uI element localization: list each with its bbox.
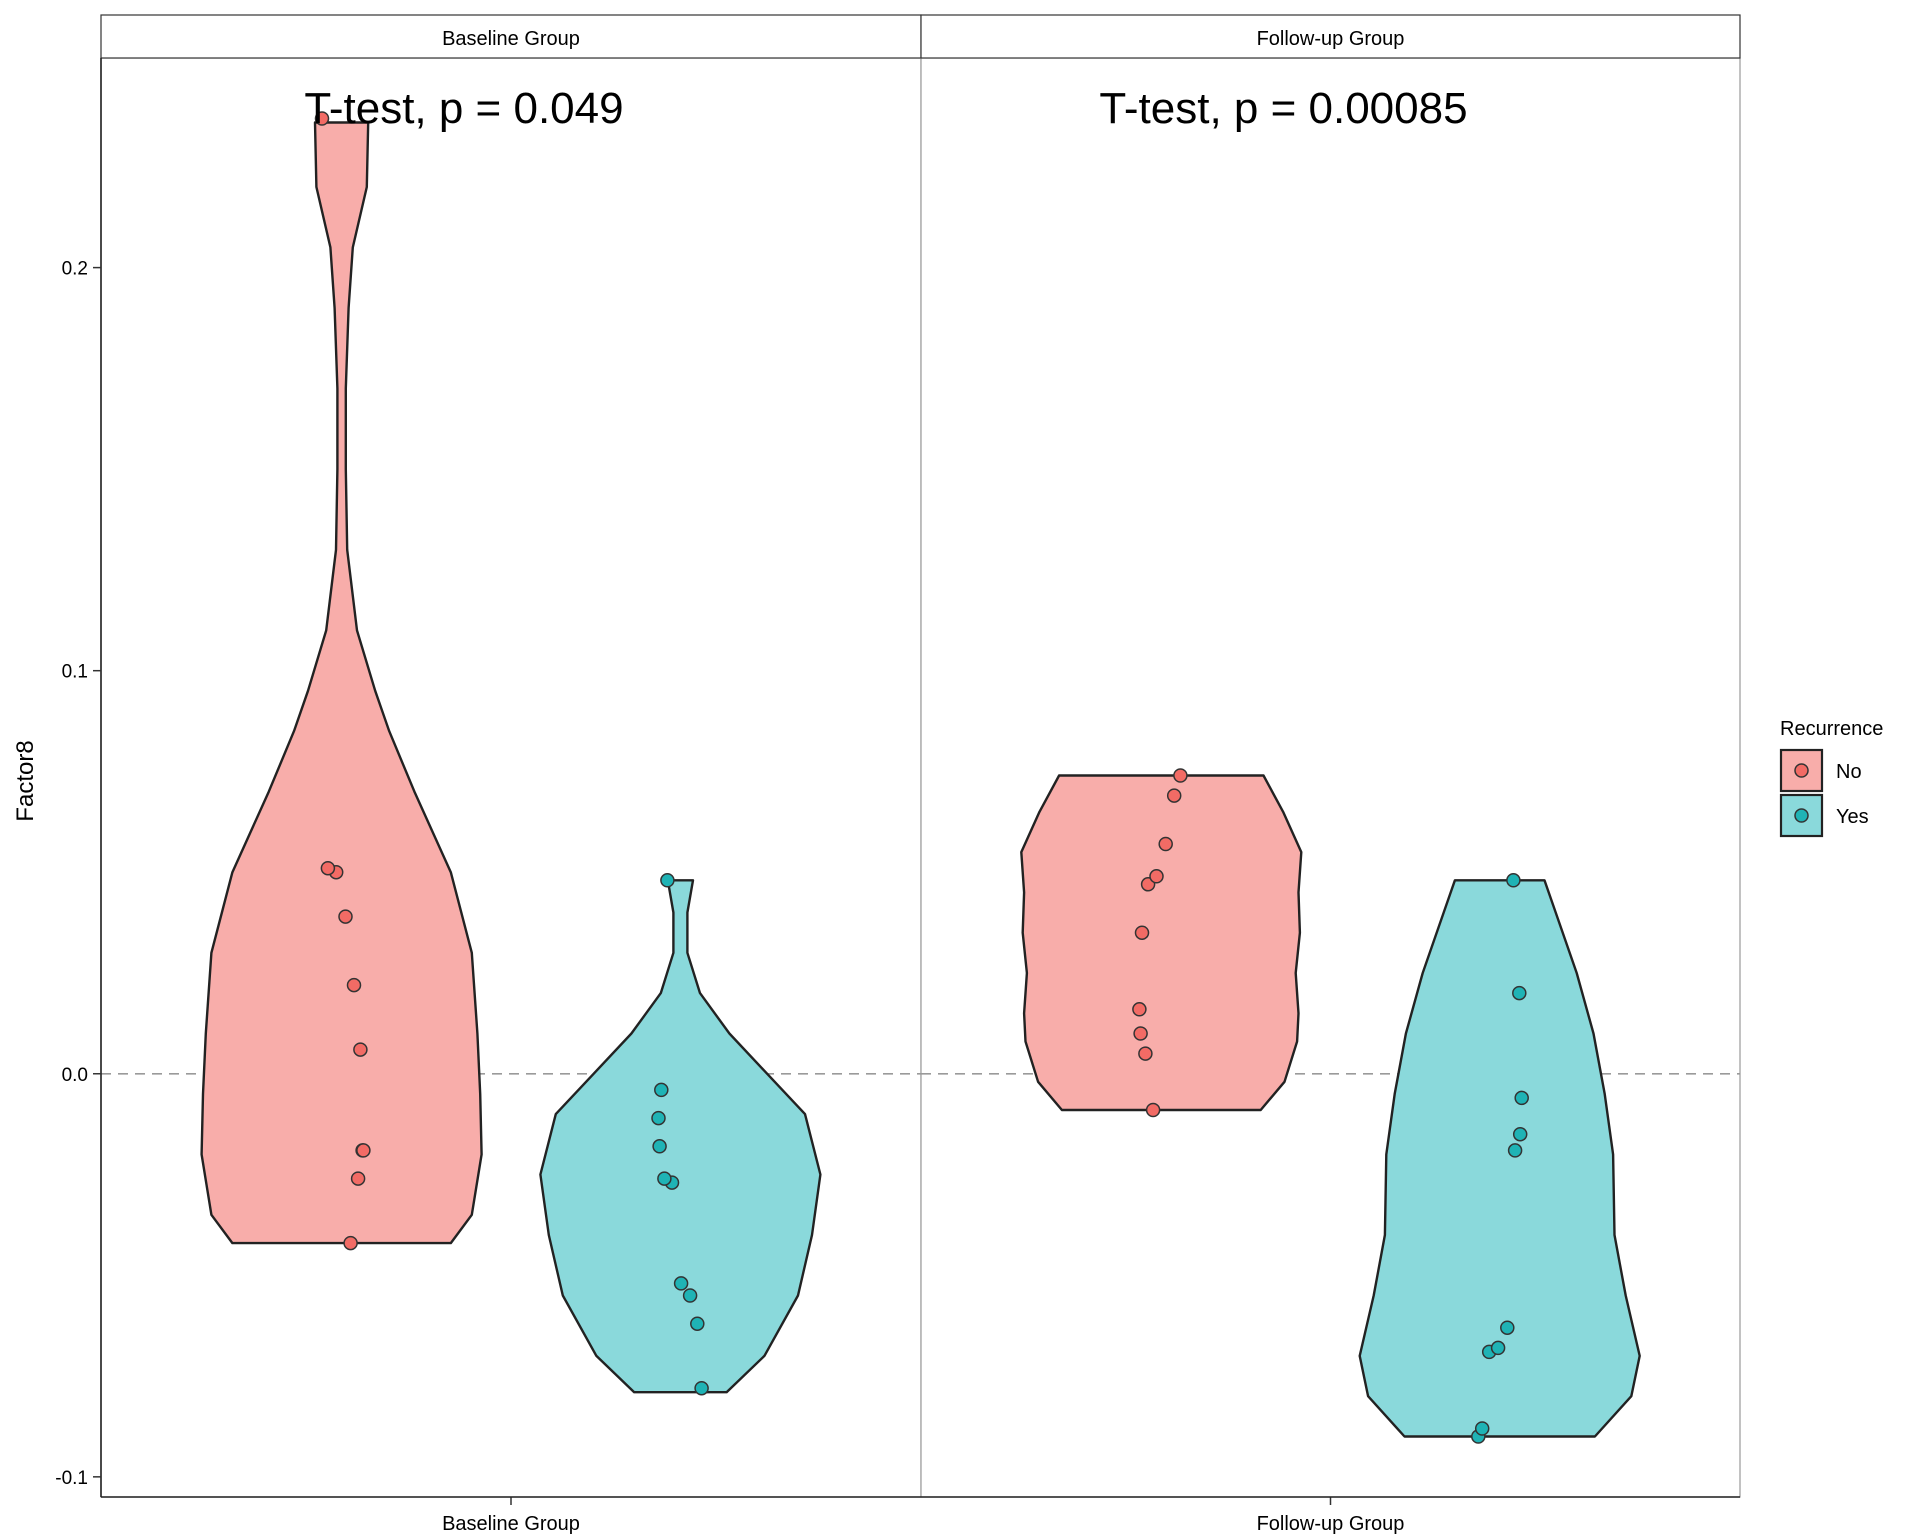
data-point: [660, 873, 675, 888]
data-point: [338, 909, 353, 924]
data-point: [350, 1171, 366, 1186]
data-point: [1166, 788, 1182, 803]
data-point: [694, 1380, 709, 1396]
data-point: [343, 1235, 358, 1251]
strip-box: [920, 14, 1741, 59]
data-point: [1500, 1320, 1515, 1335]
strip-box: [100, 14, 922, 59]
legend-point: [1794, 808, 1809, 823]
data-point: [1149, 869, 1164, 884]
data-point: [314, 111, 330, 126]
x-tick-label: Follow-up Group: [1257, 1513, 1405, 1535]
violin-yes: [1358, 879, 1641, 1438]
data-point: [1506, 873, 1521, 888]
violin-yes: [539, 879, 822, 1394]
panel-1: Baseline Group T-test, p = 0.049 Baseline …: [100, 14, 922, 1535]
data-point: [673, 1276, 689, 1291]
data-point: [1145, 1102, 1161, 1118]
ttest-annotation: T-test, p = 0.049: [304, 84, 623, 133]
y-axis: -0.1 0.0 0.1 0.2: [55, 58, 1740, 1498]
data-point: [1158, 836, 1173, 852]
data-point: [682, 1288, 698, 1303]
data-point: [1138, 1046, 1153, 1061]
panel-2: Follow-up Group T-test, p = 0.00085 Follow…: [920, 14, 1741, 1535]
ttest-annotation: T-test, p = 0.00085: [1099, 84, 1467, 133]
data-point: [346, 977, 362, 993]
data-point: [651, 1110, 666, 1126]
data-point: [1474, 1421, 1490, 1436]
facet-panels: Baseline Group T-test, p = 0.049 Baseline …: [100, 14, 1741, 1535]
data-point: [353, 1042, 368, 1057]
data-point: [657, 1171, 672, 1186]
data-point: [1133, 1026, 1148, 1041]
violin-no: [1020, 774, 1303, 1112]
data-point: [1134, 925, 1150, 940]
data-point: [1512, 985, 1527, 1001]
legend: Recurrence No Yes: [1779, 718, 1883, 838]
legend-point: [1794, 763, 1809, 778]
data-point: [1173, 768, 1188, 783]
data-point: [654, 1082, 669, 1098]
data-point: [1512, 1126, 1528, 1142]
data-point: [320, 860, 336, 876]
data-point: [1507, 1143, 1523, 1158]
legend-key: [1779, 793, 1824, 838]
legend-label: No: [1836, 761, 1862, 783]
data-point: [1132, 1002, 1147, 1017]
y-tick-label: -0.1: [55, 1468, 88, 1489]
data-point: [690, 1316, 705, 1331]
legend-entry-yes: Yes: [1779, 793, 1869, 838]
violin-no: [200, 121, 483, 1245]
x-tick-label: Baseline Group: [442, 1513, 580, 1535]
data-point: [1490, 1340, 1506, 1356]
y-tick-label: 0.1: [62, 662, 88, 683]
strip-label: Follow-up Group: [1257, 28, 1405, 50]
legend-label: Yes: [1836, 806, 1869, 828]
y-tick-label: 0.0: [62, 1065, 88, 1086]
legend-title: Recurrence: [1780, 718, 1883, 740]
data-point: [1514, 1090, 1529, 1106]
strip-label: Baseline Group: [442, 28, 580, 50]
data-point: [652, 1139, 667, 1154]
data-point: [356, 1143, 371, 1158]
y-axis-title: Factor8: [12, 740, 39, 821]
legend-entry-no: No: [1779, 748, 1862, 793]
y-tick-label: 0.2: [62, 259, 88, 280]
